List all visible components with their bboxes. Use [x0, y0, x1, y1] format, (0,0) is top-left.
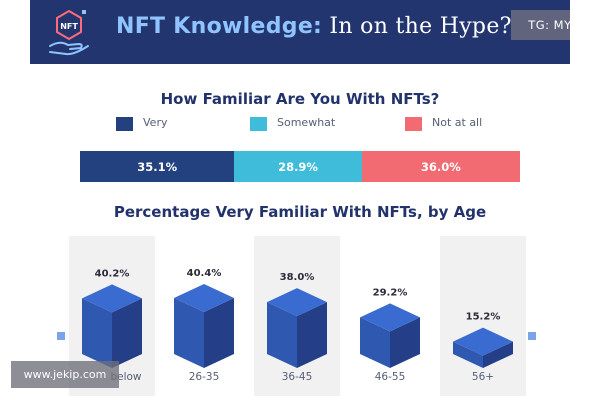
legend-label-somewhat: Somewhat [277, 116, 336, 129]
cube-top-face-2 [267, 288, 327, 317]
cube-right-face-0 [112, 298, 142, 368]
page-title: NFT Knowledge: In on the Hype? [116, 14, 512, 39]
bar-segment-somewhat: 28.9% [234, 151, 362, 182]
cube-left-face-1 [174, 297, 204, 368]
header-banner: NFT NFT Knowledge: In on the Hype? TG: M… [30, 0, 570, 64]
value-label-4: 15.2% [466, 312, 501, 323]
cube-right-face-3 [390, 317, 420, 368]
site-watermark: www.jekip.com [11, 361, 119, 388]
cube-left-face-4 [453, 341, 483, 368]
category-label-2: 36-45 [282, 371, 313, 383]
logo-text: NFT [60, 22, 78, 31]
cube-right-face-4 [483, 341, 513, 368]
value-label-1: 40.4% [187, 268, 222, 279]
nft-hand-logo-icon: NFT [49, 9, 89, 56]
legend-swatch-very [116, 117, 133, 131]
cube-left-face-0 [82, 298, 112, 368]
bar-segment-very: 35.1% [80, 151, 235, 182]
familiarity-chart-title: How Familiar Are You With NFTs? [160, 90, 440, 108]
bar-segment-not-at-all: 36.0% [361, 151, 520, 182]
legend-label-very: Very [143, 116, 168, 129]
cube-left-face-3 [360, 317, 390, 368]
title-accent: NFT Knowledge: [116, 14, 323, 39]
decor-square-left [57, 332, 65, 340]
cube-top-face-3 [360, 303, 420, 332]
legend-swatch-somewhat [250, 117, 267, 131]
category-label-1: 26-35 [189, 371, 220, 383]
title-rest: In on the Hype? [322, 14, 512, 39]
legend-label-not-at-all: Not at all [432, 116, 483, 129]
decor-square-right [528, 332, 536, 340]
age-chart-title: Percentage Very Familiar With NFTs, by A… [113, 203, 487, 221]
cube-top-face-4 [453, 327, 513, 356]
tg-watermark: TG: MYYJJPP [511, 10, 570, 40]
value-label-2: 38.0% [280, 272, 315, 283]
cube-left-face-2 [267, 302, 297, 368]
cube-top-face-0 [82, 284, 142, 313]
column-panel-4 [440, 236, 526, 396]
cube-right-face-2 [297, 302, 327, 368]
cube-right-face-1 [204, 297, 234, 368]
category-label-3: 46-55 [375, 371, 406, 383]
cube-top-face-1 [174, 283, 234, 312]
category-label-4: 56+ [472, 371, 494, 383]
legend-swatch-not-at-all [405, 117, 422, 131]
value-label-3: 29.2% [373, 287, 408, 298]
familiarity-stacked-bar: 35.1% 28.9% 36.0% [80, 151, 520, 182]
value-label-0: 40.2% [95, 268, 130, 279]
